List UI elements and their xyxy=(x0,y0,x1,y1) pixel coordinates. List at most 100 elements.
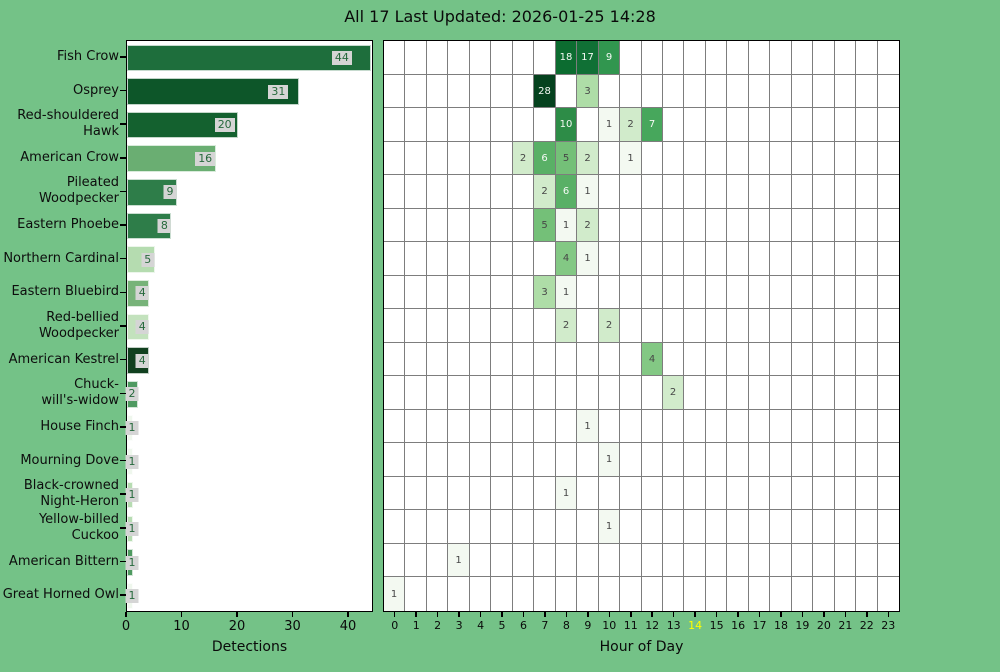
species-label: Fish Crow xyxy=(56,48,119,64)
heatmap-cell xyxy=(706,510,727,544)
heatmap-cell xyxy=(663,577,684,611)
heatmap-cell xyxy=(878,175,899,209)
heatmap-cell xyxy=(856,209,878,242)
heatmap-cell xyxy=(792,41,813,75)
heatmap-cell xyxy=(448,343,470,376)
heatmap-cell xyxy=(792,443,813,477)
species-label: Chuck-will's-widow xyxy=(41,377,119,409)
hour-tick-label: 17 xyxy=(752,619,767,632)
heatmap-cell xyxy=(792,477,813,510)
heatmap-cell xyxy=(684,108,706,142)
heatmap-cell xyxy=(642,309,663,343)
heatmap-cell xyxy=(792,242,813,276)
heatmap-cell xyxy=(384,276,405,309)
heatmap-cell xyxy=(470,41,491,75)
heatmap-cell xyxy=(835,309,856,343)
heatmap-cell: 5 xyxy=(534,209,556,242)
heatmap-cell xyxy=(384,343,405,376)
heatmap-cell: 17 xyxy=(577,41,599,75)
heatmap-cell xyxy=(642,510,663,544)
heatmap-cell xyxy=(706,41,727,75)
heatmap-cell xyxy=(556,410,577,443)
heatmap-cell xyxy=(770,477,792,510)
heatmap-cell xyxy=(599,209,620,242)
heatmap-cell xyxy=(835,410,856,443)
heatmap-cell xyxy=(620,309,642,343)
heatmap-cell xyxy=(684,544,706,577)
species-label: Northern Cardinal xyxy=(3,250,119,266)
heatmap-cell xyxy=(727,209,749,242)
heatmap-cell xyxy=(491,343,513,376)
heatmap-cell xyxy=(727,276,749,309)
heatmap-cell xyxy=(684,276,706,309)
heatmap-cell xyxy=(770,376,792,410)
heatmap-cell xyxy=(663,276,684,309)
y-tick-mark xyxy=(120,190,126,193)
hour-tick-mark xyxy=(715,612,718,617)
heatmap-cell xyxy=(405,343,427,376)
heatmap-cell xyxy=(792,108,813,142)
heatmap-cell xyxy=(770,343,792,376)
heatmap-cell xyxy=(727,242,749,276)
heatmap-cell xyxy=(856,75,878,108)
heatmap-cell xyxy=(620,577,642,611)
heatmap-cell xyxy=(405,510,427,544)
heatmap-cell xyxy=(513,376,534,410)
heatmap-cell xyxy=(448,108,470,142)
heatmap-cell xyxy=(749,343,770,376)
heatmap-cell xyxy=(835,175,856,209)
heatmap-cell: 1 xyxy=(577,410,599,443)
heatmap-cell xyxy=(813,510,835,544)
heatmap-cell xyxy=(835,41,856,75)
heatmap-cell xyxy=(663,41,684,75)
heatmap-cell xyxy=(749,175,770,209)
species-label: Yellow-billed Cuckoo xyxy=(38,511,119,543)
hour-tick-mark xyxy=(630,612,632,617)
heatmap-cell xyxy=(770,175,792,209)
heatmap-cell xyxy=(384,175,405,209)
heatmap-cell xyxy=(491,510,513,544)
bar-value-label: 1 xyxy=(125,454,139,469)
heatmap-cell: 2 xyxy=(577,209,599,242)
bar-value-label: 9 xyxy=(163,185,177,200)
heatmap-cell xyxy=(835,376,856,410)
hour-tick-mark xyxy=(608,612,611,617)
heatmap-cell xyxy=(577,376,599,410)
hour-tick-mark xyxy=(458,612,460,617)
heatmap-cell: 2 xyxy=(513,142,534,175)
heatmap-cell xyxy=(620,175,642,209)
heatmap-cell xyxy=(878,544,899,577)
heatmap-cell xyxy=(470,242,491,276)
heatmap-cell xyxy=(706,142,727,175)
heatmap-cell: 2 xyxy=(534,175,556,209)
heatmap-cell xyxy=(749,309,770,343)
heatmap-cell xyxy=(835,242,856,276)
heatmap-cell xyxy=(835,108,856,142)
heatmap-cell xyxy=(706,209,727,242)
hour-tick-mark xyxy=(801,612,804,617)
heatmap-cell xyxy=(642,209,663,242)
heatmap-cell xyxy=(599,276,620,309)
heatmap-cell xyxy=(470,510,491,544)
heatmap-cell xyxy=(813,477,835,510)
heatmap-cell xyxy=(706,443,727,477)
species-label: American Crow xyxy=(20,149,119,165)
hour-tick-label: 22 xyxy=(859,619,874,632)
heatmap-cell xyxy=(770,544,792,577)
heatmap-cell xyxy=(749,242,770,276)
heatmap-cell xyxy=(427,142,448,175)
heatmap-cell xyxy=(813,75,835,108)
heatmap-cell xyxy=(470,309,491,343)
y-tick-mark xyxy=(120,358,126,361)
heatmap-cell xyxy=(813,309,835,343)
heatmap-cell xyxy=(684,376,706,410)
heatmap-cell xyxy=(727,577,749,611)
heatmap-cell xyxy=(706,276,727,309)
heatmap-cell xyxy=(749,276,770,309)
hour-axis-title: Hour of Day xyxy=(599,639,684,655)
heatmap-cell xyxy=(448,75,470,108)
heatmap-cell xyxy=(749,41,770,75)
hour-tick-mark xyxy=(866,612,868,617)
heatmap-cell xyxy=(813,343,835,376)
y-tick-mark xyxy=(120,123,126,125)
